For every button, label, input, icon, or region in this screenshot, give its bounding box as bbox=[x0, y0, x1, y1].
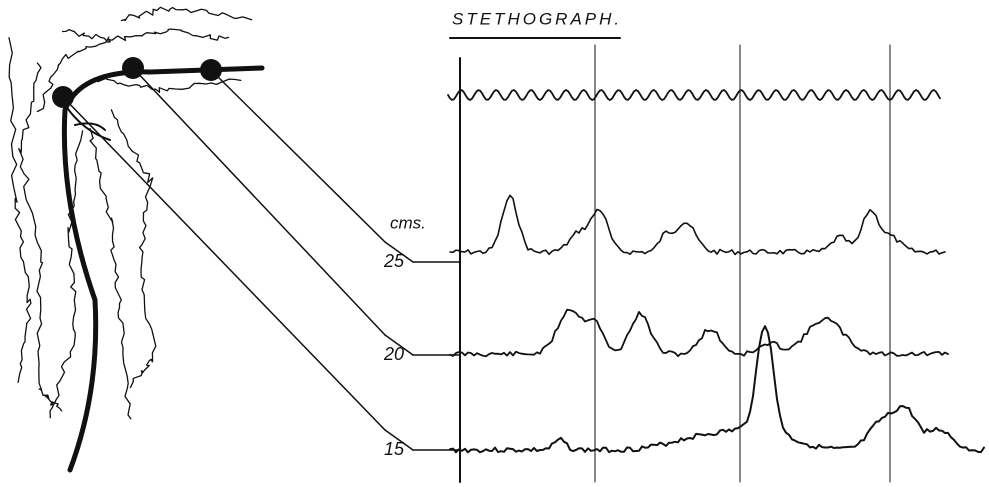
trace bbox=[450, 195, 945, 254]
scale-label: 25 bbox=[383, 251, 405, 271]
sensor-point bbox=[122, 57, 144, 79]
vessel-outline bbox=[9, 38, 31, 383]
figure-title: STETHOGRAPH. bbox=[452, 9, 622, 28]
scale-label: 20 bbox=[383, 344, 404, 364]
trace bbox=[450, 326, 984, 452]
vessel-outline bbox=[121, 7, 251, 20]
vessel-outline bbox=[90, 129, 131, 419]
vessel-outline bbox=[19, 63, 62, 411]
vessel-outline bbox=[98, 79, 241, 93]
vessel-outline bbox=[63, 29, 229, 42]
sensor-point bbox=[52, 86, 74, 108]
leader-line bbox=[133, 68, 385, 335]
scale-label: 15 bbox=[384, 439, 405, 459]
leader-line bbox=[211, 70, 385, 242]
timing-wave bbox=[448, 90, 940, 100]
unit-label: cms. bbox=[390, 213, 426, 232]
traces bbox=[413, 45, 984, 482]
trace bbox=[450, 310, 948, 357]
sensor-point bbox=[200, 59, 222, 81]
stethograph-figure: STETHOGRAPH. cms. 25 20 15 bbox=[0, 0, 989, 487]
leader-line bbox=[63, 97, 385, 430]
anatomy-drawing bbox=[9, 7, 413, 470]
vessel-outline bbox=[111, 110, 155, 388]
